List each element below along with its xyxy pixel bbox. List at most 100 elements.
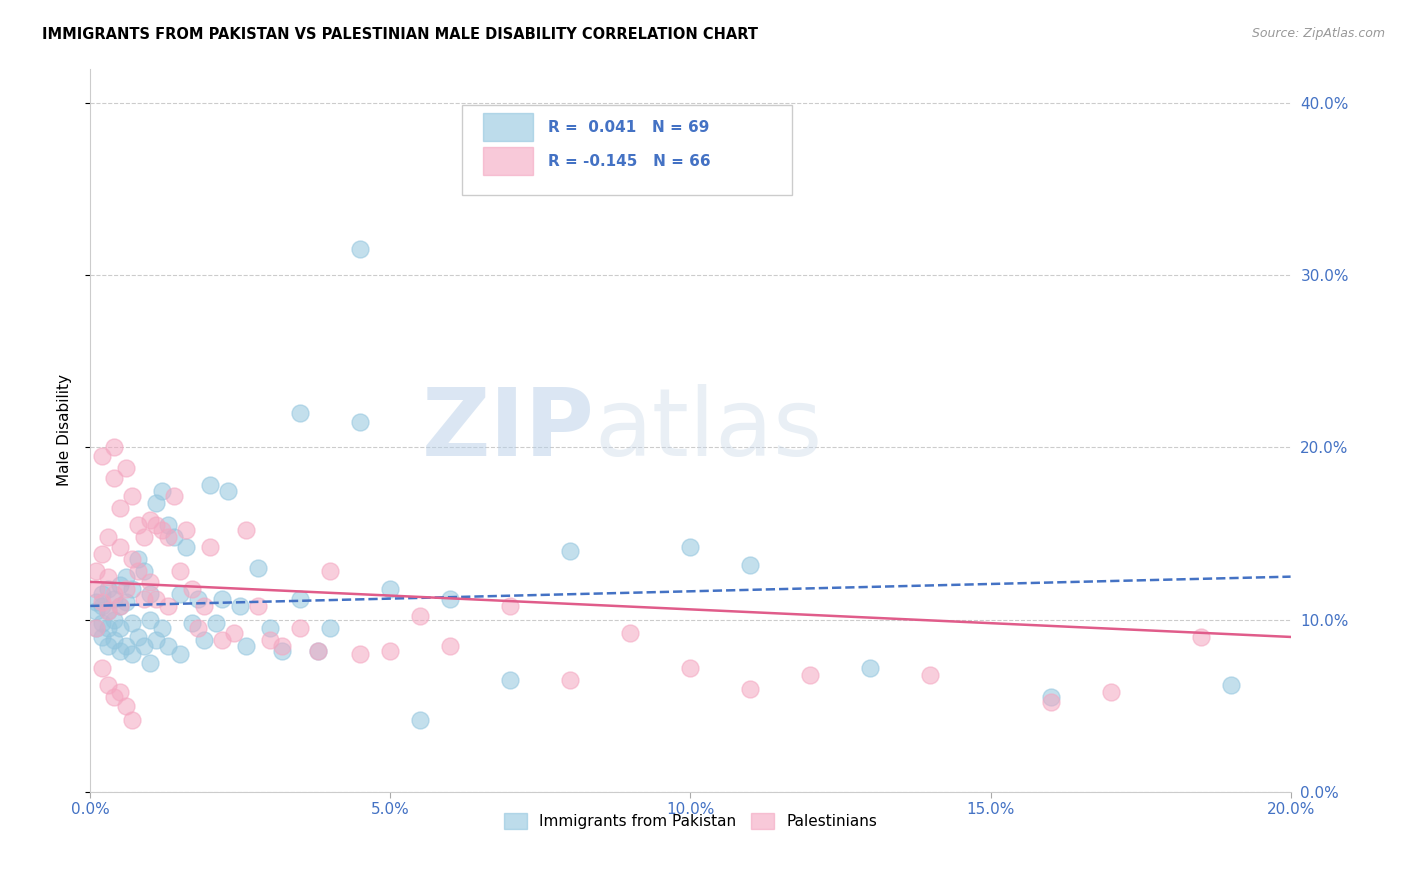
Point: [157, 518, 180, 533]
Point: [110, 500, 132, 515]
FancyBboxPatch shape: [463, 104, 793, 195]
Point: [115, 569, 138, 583]
Point: [103, 633, 125, 648]
Point: [157, 530, 180, 544]
Point: [1039, 690, 1062, 705]
Point: [145, 518, 167, 533]
Point: [740, 558, 762, 572]
Y-axis label: Male Disability: Male Disability: [58, 375, 72, 486]
Point: [145, 633, 167, 648]
Point: [84, 582, 107, 596]
Point: [679, 541, 702, 555]
Point: [115, 698, 138, 713]
Point: [163, 530, 186, 544]
Point: [271, 639, 294, 653]
Point: [103, 690, 125, 705]
Point: [139, 613, 162, 627]
Point: [247, 599, 270, 613]
Point: [110, 599, 132, 613]
Text: R =  0.041   N = 69: R = 0.041 N = 69: [547, 120, 709, 135]
Point: [127, 518, 149, 533]
Point: [1099, 685, 1122, 699]
Point: [110, 578, 132, 592]
Point: [163, 489, 186, 503]
FancyBboxPatch shape: [482, 147, 533, 175]
Point: [115, 595, 138, 609]
Point: [224, 626, 246, 640]
Point: [169, 587, 191, 601]
Point: [740, 681, 762, 696]
Point: [97, 678, 120, 692]
Point: [115, 582, 138, 596]
Point: [97, 582, 120, 596]
Point: [134, 639, 156, 653]
Point: [121, 616, 143, 631]
Point: [127, 630, 149, 644]
Point: [145, 495, 167, 509]
FancyBboxPatch shape: [482, 113, 533, 141]
Point: [439, 592, 461, 607]
Point: [139, 587, 162, 601]
Point: [211, 633, 233, 648]
Point: [409, 609, 432, 624]
Point: [259, 633, 281, 648]
Point: [1219, 678, 1241, 692]
Point: [679, 661, 702, 675]
Point: [97, 530, 120, 544]
Point: [290, 621, 312, 635]
Point: [193, 633, 215, 648]
Point: [200, 478, 222, 492]
Text: Source: ZipAtlas.com: Source: ZipAtlas.com: [1251, 27, 1385, 40]
Point: [84, 604, 107, 618]
Point: [319, 621, 342, 635]
Point: [187, 592, 209, 607]
Point: [121, 582, 143, 596]
Point: [560, 673, 582, 687]
Point: [121, 647, 143, 661]
Point: [1189, 630, 1212, 644]
Point: [1039, 695, 1062, 709]
Point: [181, 582, 204, 596]
Point: [97, 569, 120, 583]
Point: [307, 644, 329, 658]
Point: [134, 565, 156, 579]
Point: [84, 595, 107, 609]
Point: [139, 656, 162, 670]
Point: [110, 685, 132, 699]
Point: [91, 630, 114, 644]
Point: [84, 565, 107, 579]
Point: [110, 599, 132, 613]
Point: [127, 552, 149, 566]
Point: [560, 544, 582, 558]
Point: [103, 471, 125, 485]
Point: [307, 644, 329, 658]
Point: [193, 599, 215, 613]
Point: [150, 523, 173, 537]
Point: [217, 483, 239, 498]
Point: [91, 599, 114, 613]
Point: [97, 639, 120, 653]
Point: [229, 599, 252, 613]
Point: [799, 668, 821, 682]
Text: ZIP: ZIP: [422, 384, 595, 476]
Point: [235, 523, 257, 537]
Point: [157, 639, 180, 653]
Point: [290, 592, 312, 607]
Point: [319, 565, 342, 579]
Point: [349, 243, 371, 257]
Point: [103, 441, 125, 455]
Point: [84, 621, 107, 635]
Point: [499, 599, 522, 613]
Point: [110, 644, 132, 658]
Text: R = -0.145   N = 66: R = -0.145 N = 66: [547, 153, 710, 169]
Point: [121, 713, 143, 727]
Point: [380, 582, 402, 596]
Point: [91, 587, 114, 601]
Point: [115, 639, 138, 653]
Point: [499, 673, 522, 687]
Point: [380, 644, 402, 658]
Point: [349, 415, 371, 429]
Point: [91, 661, 114, 675]
Point: [439, 639, 461, 653]
Point: [134, 592, 156, 607]
